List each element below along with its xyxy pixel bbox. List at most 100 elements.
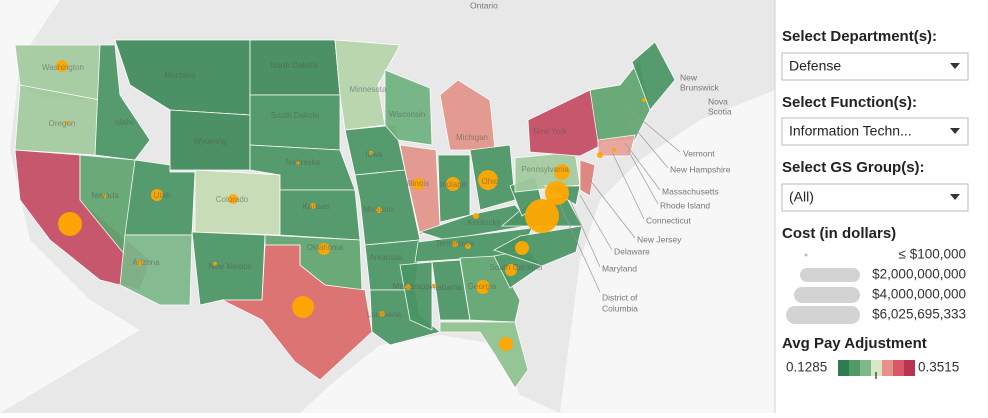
state-label: Pennsylvania: [521, 165, 569, 174]
state-label: Kansas: [303, 202, 330, 211]
bubble: [58, 212, 82, 236]
state-label: Alabama: [430, 283, 462, 292]
state-label: Indiana: [440, 180, 467, 189]
bubble: [65, 121, 69, 125]
bubble: [525, 199, 559, 233]
state-label: Illinois: [407, 179, 429, 188]
callout-label: District of: [602, 292, 638, 302]
region-label: Scotia: [708, 106, 732, 116]
bubble: [137, 260, 143, 266]
state-label: Oklahoma: [307, 243, 344, 252]
pay-legend: Avg Pay Adjustment 0.1285 0.3515: [782, 335, 959, 379]
bubble: [318, 243, 330, 255]
legend-title: Cost (in dollars): [782, 225, 896, 242]
dropdown-value: (All): [789, 189, 814, 205]
legend-size: [804, 253, 808, 257]
filter-label: Select Function(s):: [782, 94, 917, 111]
region-label: Nova: [708, 96, 728, 106]
callout-label: Rhode Island: [660, 200, 710, 210]
bubble: [151, 189, 163, 201]
bubble: [478, 170, 498, 190]
callout-label: Maryland: [602, 263, 637, 273]
state: [249, 94, 341, 151]
legend-min: 0.1285: [786, 360, 827, 375]
state-label: Montana: [164, 71, 196, 80]
state-label: South Dakota: [271, 111, 320, 120]
region-label: Ontario: [470, 0, 498, 10]
state-label: Oregon: [49, 119, 76, 128]
bubble: [379, 311, 385, 317]
state-label: Nevada: [91, 191, 119, 200]
bubble: [56, 60, 68, 72]
bubble: [103, 194, 107, 198]
bubble: [612, 148, 616, 152]
bubble: [505, 264, 517, 276]
leader-lines: [559, 109, 681, 293]
state: [527, 89, 603, 157]
dropdown[interactable]: [781, 52, 969, 81]
state-label: Wyoming: [193, 137, 226, 146]
legend-max: 0.3515: [918, 360, 959, 375]
bubble: [296, 161, 300, 165]
bubble: [433, 284, 437, 288]
state: [579, 159, 596, 197]
legend-item: ≤ $100,000: [899, 247, 966, 262]
callout-label: Vermont: [683, 148, 715, 158]
dropdown-value: Information Techn...: [789, 123, 912, 139]
dropdown[interactable]: [781, 117, 969, 146]
bubble: [292, 296, 314, 318]
legend-size: [800, 268, 860, 282]
state-label: Ohio: [482, 177, 499, 186]
ocean: [0, 0, 140, 413]
filter-label: Select GS Group(s):: [782, 159, 925, 176]
legend-item: $2,000,000,000: [872, 267, 966, 282]
state: [94, 44, 151, 161]
state-label: New Mexico: [208, 262, 252, 271]
state-label: Washington: [42, 63, 84, 72]
bubble: [310, 203, 316, 209]
dropdown-arrow: [950, 63, 960, 69]
color-ramp: [838, 360, 915, 379]
state: [119, 234, 193, 306]
callout-label: Delaware: [614, 246, 650, 256]
state-label: Mississippi: [393, 282, 432, 291]
bubble: [473, 213, 479, 219]
state-label: Arkansas: [369, 253, 402, 262]
state-label: Kentucky: [468, 218, 501, 227]
state: [439, 79, 496, 151]
state-label: Louisiana: [367, 310, 402, 319]
callout-label: New Hampshire: [670, 164, 731, 174]
bubble: [376, 207, 382, 213]
dropdown-arrow: [950, 128, 960, 134]
filters: Select Department(s): Defense Select Fun…: [781, 28, 969, 212]
callout-label: Connecticut: [646, 215, 692, 225]
filter-label: Select Department(s):: [782, 28, 937, 45]
bubble: [476, 280, 490, 294]
bubble: [228, 194, 238, 204]
bubble: [597, 152, 603, 158]
state: [492, 225, 583, 267]
state-label: North Dakota: [270, 61, 318, 70]
legend-item: $4,000,000,000: [872, 287, 966, 302]
state-label: Arizona: [132, 258, 160, 267]
bubble: [642, 98, 646, 102]
region-label: New: [680, 72, 698, 82]
cost-legend: Cost (in dollars) ≤ $100,000 $2,000,000,…: [782, 225, 966, 324]
bubble: [499, 337, 513, 351]
bubble: [405, 284, 411, 290]
state: [384, 69, 433, 146]
callout-label: Massachusetts: [662, 186, 719, 196]
map-labels: Washington Oregon Nevada Idaho Montana Wyomin…: [42, 0, 732, 319]
state-label: Missouri: [363, 205, 393, 214]
state: [399, 261, 433, 331]
legend-size: [786, 306, 860, 324]
bubbles: [56, 60, 646, 351]
state-label: Tennessee: [436, 239, 475, 248]
state-label: Utah: [154, 191, 171, 200]
state-label: South Carolina: [490, 263, 543, 272]
dropdown[interactable]: [781, 183, 969, 212]
legend-title: Avg Pay Adjustment: [782, 335, 927, 352]
dropdown-arrow: [950, 194, 960, 200]
state-label: Georgia: [468, 282, 497, 291]
